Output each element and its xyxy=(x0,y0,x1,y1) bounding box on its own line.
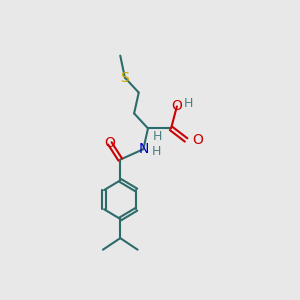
Text: N: N xyxy=(138,142,148,156)
Text: H: H xyxy=(152,130,162,143)
Text: O: O xyxy=(193,133,203,147)
Text: H: H xyxy=(183,97,193,110)
Text: S: S xyxy=(121,70,129,85)
Text: O: O xyxy=(171,100,182,113)
Text: H: H xyxy=(152,146,161,158)
Text: O: O xyxy=(104,136,115,150)
